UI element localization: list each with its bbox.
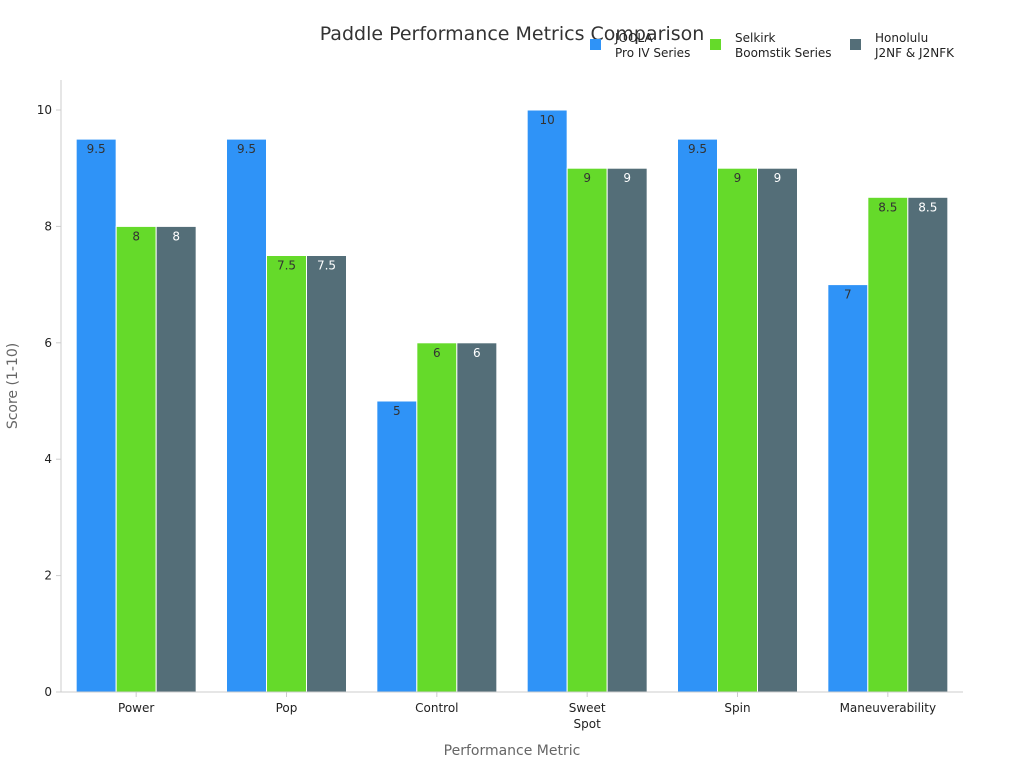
x-tick-label: Control <box>415 701 458 715</box>
bar-value-label: 9.5 <box>237 142 256 156</box>
y-tick-label: 4 <box>44 452 52 466</box>
bar-value-label: 7.5 <box>317 259 336 273</box>
bar-value-label: 9 <box>623 171 631 185</box>
bar-joola-maneuverability <box>827 284 869 693</box>
bar-joola-pop <box>226 138 267 693</box>
legend-label-selkirk: Selkirk Boomstik Series <box>735 31 832 60</box>
legend-label-honolulu: Honolulu J2NF & J2NFK <box>874 31 955 60</box>
bar-value-label: 8.5 <box>918 200 937 214</box>
bar-selkirk-sweet-spot <box>566 167 608 693</box>
bar-value-label: 9 <box>583 171 591 185</box>
bar-selkirk-control <box>416 342 458 693</box>
bars-layer <box>75 109 949 693</box>
bar-value-label: 6 <box>433 346 441 360</box>
x-tick-label: Pop <box>276 701 298 715</box>
bar-honolulu-spin <box>757 167 798 693</box>
bar-value-label: 5 <box>393 404 401 418</box>
legend-swatch-joola <box>590 39 601 50</box>
bar-honolulu-sweet-spot <box>606 167 648 693</box>
bar-joola-control <box>376 400 418 693</box>
legend-swatch-selkirk <box>710 39 721 50</box>
bar-value-label: 9 <box>774 171 782 185</box>
y-axis-title: Score (1-10) <box>5 343 21 429</box>
bar-value-label: 6 <box>473 346 481 360</box>
bar-value-label: 7.5 <box>277 259 296 273</box>
bar-value-label: 10 <box>540 113 555 127</box>
labels-layer: 9.5 8 8 9.5 7.5 7.5 5 6 6 10 9 9 9.5 9 9 7 8.5 8.5 <box>87 113 938 418</box>
x-tick-label: Maneuverability <box>840 701 937 715</box>
bar-selkirk-maneuverability <box>867 196 909 693</box>
bar-honolulu-power <box>155 225 197 693</box>
bar-honolulu-pop <box>306 255 347 693</box>
y-tick-label: 8 <box>44 219 52 233</box>
bar-joola-power <box>75 138 117 693</box>
chart-title: Paddle Performance Metrics Comparison <box>320 23 705 45</box>
bar-honolulu-control <box>456 342 498 693</box>
bar-value-label: 9 <box>734 171 742 185</box>
bar-selkirk-power <box>115 225 157 693</box>
y-tick-label: 2 <box>44 569 52 583</box>
bar-joola-spin <box>677 138 718 693</box>
bar-value-label: 9.5 <box>688 142 707 156</box>
bar-value-label: 9.5 <box>87 142 106 156</box>
legend: JOOLA Pro IV Series Selkirk Boomstik Series… <box>590 31 955 60</box>
x-tick-label: Power <box>118 701 154 715</box>
legend-label-joola: JOOLA Pro IV Series <box>614 31 690 60</box>
y-tick-label: 10 <box>37 103 52 117</box>
bar-value-label: 8.5 <box>878 200 897 214</box>
y-tick-label: 0 <box>44 685 52 699</box>
bar-value-label: 8 <box>132 229 140 243</box>
bar-honolulu-maneuverability <box>907 196 949 693</box>
axes-layer: Power Pop Control Sweet Spot Spin Maneuverabil… <box>37 80 963 731</box>
bar-selkirk-spin <box>717 167 758 693</box>
bar-joola-sweet-spot <box>526 109 568 693</box>
bar-selkirk-pop <box>266 255 307 693</box>
x-tick-label: Sweet Spot <box>569 701 606 731</box>
bar-value-label: 8 <box>172 229 180 243</box>
legend-swatch-honolulu <box>850 39 861 50</box>
bar-value-label: 7 <box>844 288 852 302</box>
x-axis-title: Performance Metric <box>444 743 581 759</box>
x-tick-label: Spin <box>724 701 750 715</box>
y-tick-label: 6 <box>44 336 52 350</box>
